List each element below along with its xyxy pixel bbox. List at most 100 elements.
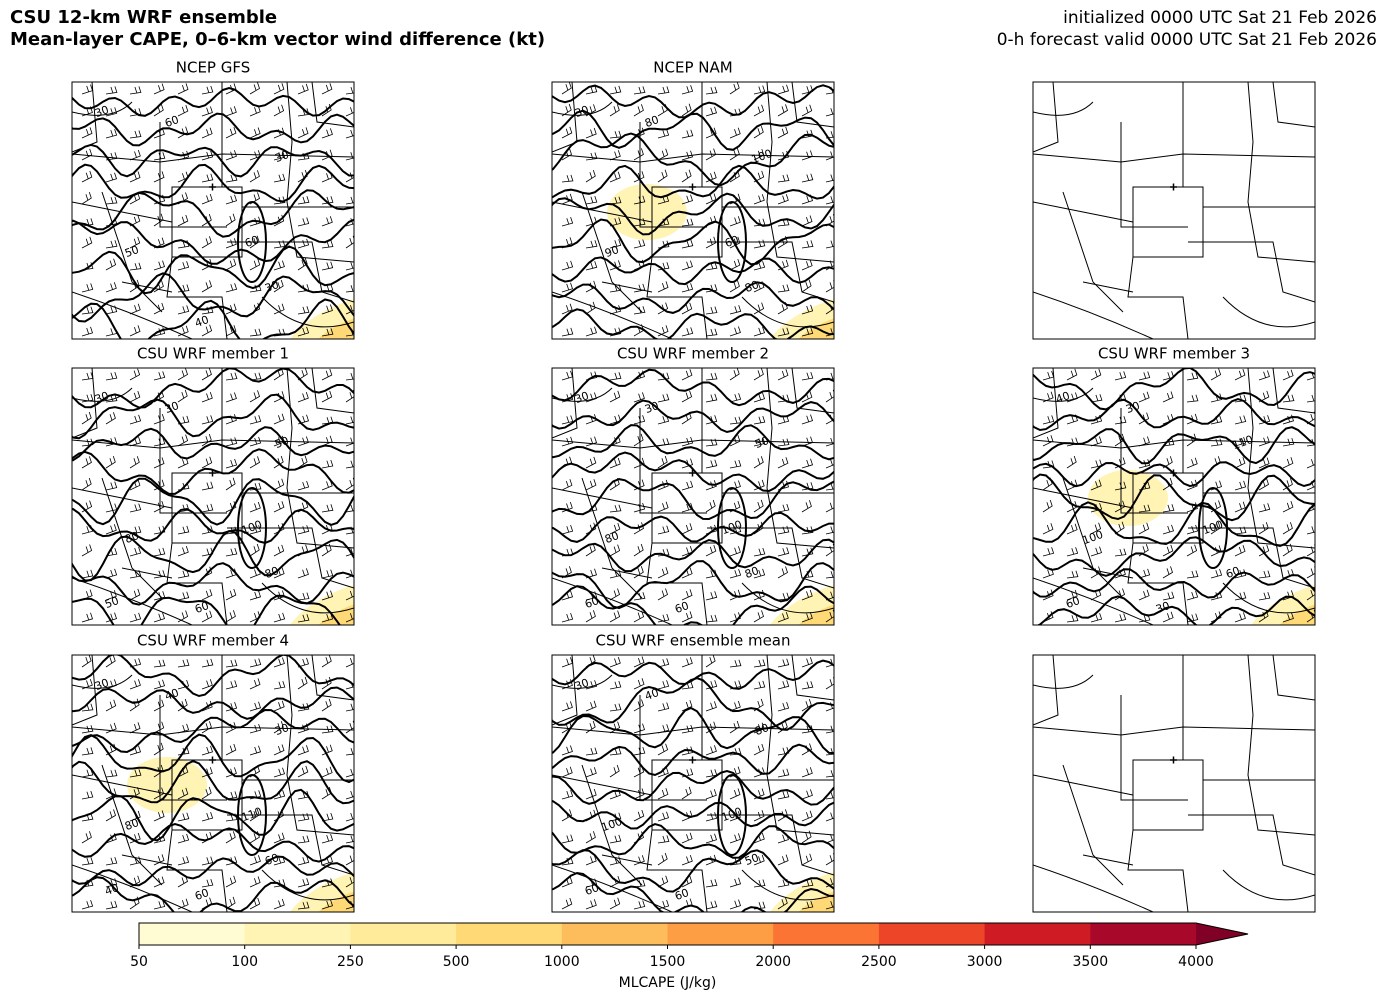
wind-barb (705, 459, 718, 469)
state-border (1082, 281, 1134, 293)
wind-barb (225, 213, 236, 227)
wind-barb (153, 171, 165, 183)
wind-barb (81, 725, 94, 734)
wind-barb (129, 436, 142, 447)
wind-barb (705, 524, 718, 535)
wind-barb (633, 723, 646, 734)
map-content (72, 655, 354, 912)
wind-barb (657, 702, 670, 712)
wind-barb (273, 898, 285, 910)
wind-barb (273, 544, 285, 557)
wind-barb (825, 412, 834, 425)
wind-barb (177, 787, 189, 800)
wind-barb (753, 901, 766, 910)
wind-barb (153, 900, 166, 910)
wind-barb (1114, 457, 1126, 469)
wind-barb (249, 127, 261, 139)
state-border (72, 655, 98, 726)
state-border (646, 829, 708, 912)
wind-barb (801, 810, 813, 822)
contour-label: 50 (103, 594, 121, 611)
wind-barb (321, 766, 333, 778)
wind-barb (753, 698, 764, 712)
state-border (72, 774, 173, 796)
wind-barb (585, 503, 598, 513)
wind-barb (1042, 391, 1054, 403)
wind-barb (777, 174, 790, 183)
wind-barb (1210, 611, 1222, 623)
wind-barb (801, 391, 813, 403)
wind-barb (777, 878, 790, 888)
wind-barb (801, 304, 814, 315)
wind-barb (681, 832, 693, 844)
state-border (1127, 542, 1189, 625)
wind-barb (249, 790, 262, 800)
contour-line (552, 677, 834, 731)
wind-barb (129, 832, 141, 844)
contour-line (552, 451, 834, 493)
colorbar-tick-label: 100 (231, 954, 258, 970)
wind-barb (825, 437, 834, 447)
wind-barb (345, 196, 354, 205)
wind-barb (825, 725, 834, 734)
colorbar-bin (139, 923, 246, 945)
wind-barb (129, 546, 142, 557)
wind-barb (705, 900, 718, 910)
wind-barb (297, 196, 310, 205)
wind-barb (249, 258, 261, 271)
wind-barb (705, 614, 718, 623)
wind-barb (201, 456, 213, 469)
wind-barb (129, 171, 141, 183)
wind-barb (1162, 438, 1175, 447)
wind-barb (705, 215, 717, 227)
wind-barb (177, 261, 190, 271)
cape-shading (1088, 470, 1168, 526)
wind-barb (129, 390, 141, 403)
wind-barb (321, 676, 332, 690)
wind-barb (633, 788, 645, 800)
wind-barb (585, 788, 597, 800)
wind-barb (633, 746, 646, 756)
wind-barb (609, 504, 622, 513)
wind-barb (681, 218, 694, 227)
wind-barb (129, 875, 141, 888)
wind-barb (777, 480, 790, 491)
wind-barb (177, 747, 190, 756)
wind-barb (1282, 478, 1293, 491)
wind-barb (777, 104, 788, 117)
wind-barb (801, 789, 813, 800)
wind-barb (1258, 370, 1270, 381)
wind-barb (177, 325, 189, 337)
wind-barb (273, 391, 285, 403)
wind-barb (201, 811, 214, 822)
state-border (1247, 368, 1315, 549)
wind-barb (561, 174, 574, 183)
wind-barb (81, 191, 92, 205)
wind-barb (705, 769, 718, 778)
wind-barb (825, 853, 834, 866)
wind-barb (609, 544, 621, 557)
wind-barb (1138, 459, 1151, 469)
state-border (639, 408, 707, 514)
wind-barb (153, 876, 165, 888)
wind-barb (321, 216, 333, 227)
wind-barb (105, 258, 117, 271)
wind-barb (321, 149, 333, 161)
state-border (707, 527, 834, 589)
wind-barb (801, 547, 814, 557)
wind-barb (345, 285, 354, 293)
wind-barb (1258, 522, 1269, 535)
wind-barb (753, 104, 765, 117)
state-border (646, 542, 708, 625)
panel-title: NCEP GFS (176, 59, 251, 77)
wind-barb (153, 547, 166, 557)
wind-barb (177, 610, 189, 623)
panel-title: CSU WRF ensemble mean (595, 632, 790, 650)
wind-barb (801, 259, 813, 271)
wind-barb (753, 194, 765, 205)
wind-barb (561, 327, 574, 337)
state-border (1188, 527, 1315, 589)
state-border (1120, 122, 1188, 228)
wind-barb (633, 306, 646, 315)
wind-barb (801, 681, 814, 690)
